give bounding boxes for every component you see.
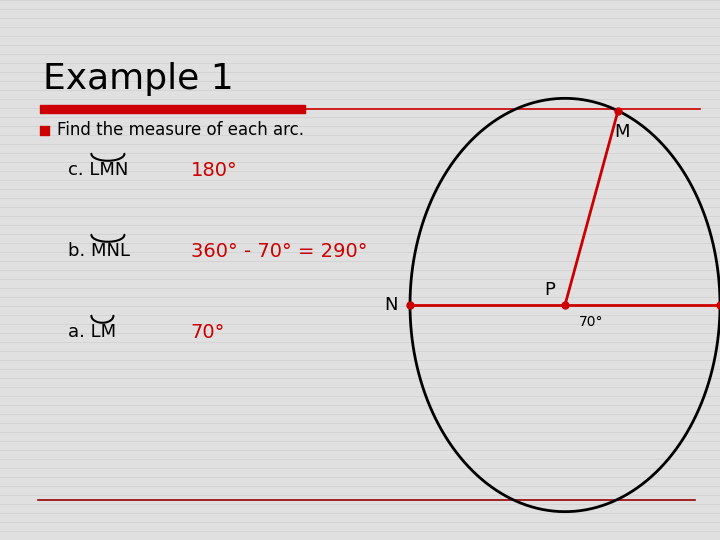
Text: 70°: 70° [191,322,225,342]
Text: c. LMN: c. LMN [68,161,129,179]
Text: Example 1: Example 1 [43,62,234,96]
Text: a. LM: a. LM [68,323,117,341]
Text: N: N [384,296,398,314]
Text: 360° - 70° = 290°: 360° - 70° = 290° [191,241,367,261]
Text: b. MNL: b. MNL [68,242,130,260]
Text: P: P [544,281,555,299]
Text: M: M [614,123,629,141]
Text: 180°: 180° [191,160,238,180]
Text: 70°: 70° [579,315,603,329]
Text: Find the measure of each arc.: Find the measure of each arc. [57,121,304,139]
